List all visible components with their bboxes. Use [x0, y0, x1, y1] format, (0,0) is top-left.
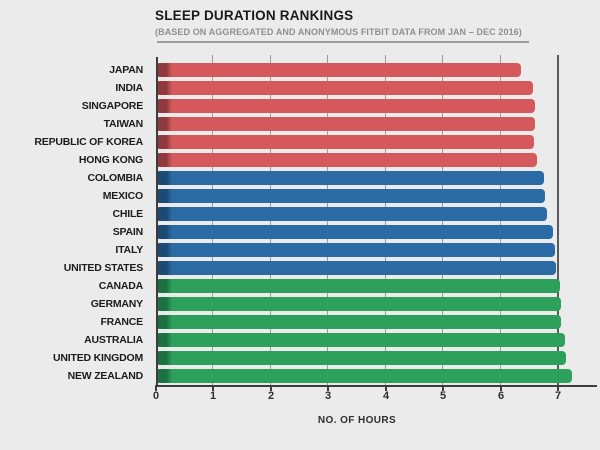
bar-united-kingdom	[156, 351, 567, 365]
country-label: GERMANY	[90, 298, 143, 310]
x-axis-line	[156, 385, 597, 387]
x-axis-title: NO. OF HOURS	[317, 415, 397, 426]
x-tick-label: 2	[267, 390, 275, 402]
bar-taiwan	[156, 117, 536, 131]
bar-cap	[156, 351, 173, 365]
x-tick-label: 4	[382, 390, 390, 402]
x-tick-mark	[155, 385, 157, 391]
bar-india	[156, 81, 534, 95]
bar-cap	[156, 189, 173, 203]
plot-area	[155, 55, 597, 391]
bar-japan	[156, 63, 521, 77]
bar-cap	[156, 369, 173, 383]
x-tick-mark	[212, 385, 214, 391]
country-label: COLOMBIA	[87, 172, 143, 184]
x-tick-label: 1	[209, 390, 217, 402]
bar-republic-of-korea	[156, 135, 534, 149]
x-tick-label: 5	[439, 390, 447, 402]
bar-cap	[156, 117, 173, 131]
country-label: UNITED KINGDOM	[53, 352, 143, 364]
bar-cap	[156, 315, 173, 329]
country-label: REPUBLIC OF KOREA	[34, 136, 143, 148]
bar-singapore	[156, 99, 536, 113]
bar-cap	[156, 81, 173, 95]
x-tick-mark	[557, 385, 559, 391]
x-tick-mark	[385, 385, 387, 391]
bar-hong-kong	[156, 153, 537, 167]
x-tick-mark	[270, 385, 272, 391]
country-label: NEW ZEALAND	[67, 370, 144, 382]
country-label: INDIA	[115, 82, 143, 94]
gridline-7	[557, 55, 559, 385]
x-tick-mark	[442, 385, 444, 391]
bar-cap	[156, 63, 173, 77]
bar-australia	[156, 333, 565, 347]
bar-cap	[156, 135, 173, 149]
country-label: UNITED STATES	[63, 262, 143, 274]
bar-italy	[156, 243, 555, 257]
bar-new-zealand	[156, 369, 572, 383]
x-tick-label: 7	[554, 390, 562, 402]
country-label: SPAIN	[112, 226, 144, 238]
bar-cap	[156, 225, 173, 239]
bar-cap	[156, 99, 173, 113]
x-tick-mark	[327, 385, 329, 391]
chart-subtitle: (BASED ON AGGREGATED AND ANONYMOUS FITBI…	[155, 27, 522, 37]
country-label: CHILE	[112, 208, 143, 220]
bar-cap	[156, 171, 173, 185]
bar-cap	[156, 243, 173, 257]
x-tick-label: 6	[497, 390, 505, 402]
bar-france	[156, 315, 562, 329]
country-label: JAPAN	[109, 64, 143, 76]
x-tick-mark	[500, 385, 502, 391]
bar-spain	[156, 225, 553, 239]
header-underline	[157, 41, 529, 43]
bar-united-states	[156, 261, 557, 275]
bar-canada	[156, 279, 560, 293]
country-label: FRANCE	[100, 316, 143, 328]
bar-chile	[156, 207, 548, 221]
bar-cap	[156, 333, 173, 347]
bar-cap	[156, 153, 173, 167]
chart-title: SLEEP DURATION RANKINGS	[155, 8, 354, 23]
bar-cap	[156, 207, 173, 221]
country-label: ITALY	[115, 244, 143, 256]
bar-germany	[156, 297, 561, 311]
bar-cap	[156, 297, 173, 311]
bar-colombia	[156, 171, 545, 185]
country-label: MEXICO	[102, 190, 143, 202]
country-label: CANADA	[98, 280, 143, 292]
country-label: SINGAPORE	[81, 100, 143, 112]
x-tick-label: 0	[152, 390, 160, 402]
y-axis-line	[156, 57, 158, 387]
bar-cap	[156, 279, 173, 293]
x-tick-label: 3	[324, 390, 332, 402]
bar-cap	[156, 261, 173, 275]
bar-mexico	[156, 189, 546, 203]
country-label: TAIWAN	[103, 118, 144, 130]
country-label: HONG KONG	[78, 154, 143, 166]
country-label: AUSTRALIA	[84, 334, 143, 346]
